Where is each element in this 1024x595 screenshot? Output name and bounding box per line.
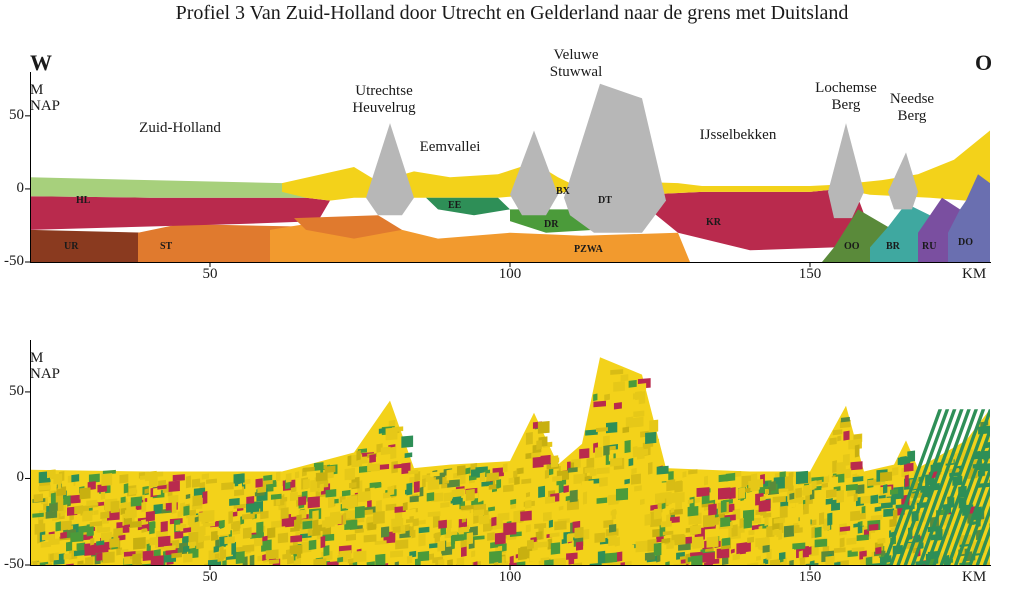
region-label: Eemvallei <box>390 139 510 156</box>
region-label: IJsselbekken <box>678 127 798 144</box>
region-label: Zuid-Holland <box>120 120 240 137</box>
ytick: 0 <box>17 469 25 486</box>
formation-code-label: BX <box>556 186 570 197</box>
region-label: Utrechtse Heuvelrug <box>324 83 444 117</box>
xaxis-unit-panel1: KM <box>962 266 986 283</box>
formation-code-label: BR <box>886 241 900 252</box>
xtick: 100 <box>495 569 525 586</box>
formation-code-label: ST <box>160 241 172 252</box>
ytick: -50 <box>4 556 24 573</box>
xtick: 150 <box>795 266 825 283</box>
xtick: 50 <box>195 266 225 283</box>
panel2-frame <box>30 340 991 566</box>
region-label: Veluwe Stuwwal <box>516 47 636 81</box>
formation-code-label: DT <box>598 195 612 206</box>
xtick: 150 <box>795 569 825 586</box>
formation-code-label: UR <box>64 241 78 252</box>
ytick: 50 <box>9 383 24 400</box>
ytick: -50 <box>4 253 24 270</box>
xtick: 100 <box>495 266 525 283</box>
ytick: 0 <box>17 180 25 197</box>
formation-code-label: OO <box>844 241 860 252</box>
xtick: 50 <box>195 569 225 586</box>
formation-code-label: EE <box>448 200 461 211</box>
formation-code-label: HL <box>76 195 90 206</box>
region-label: Needse Berg <box>852 91 972 125</box>
formation-code-label: RU <box>922 241 936 252</box>
formation-code-label: KR <box>706 217 721 228</box>
ytick: 50 <box>9 107 24 124</box>
formation-code-label: DR <box>544 219 558 230</box>
formation-code-label: PZWA <box>574 244 603 255</box>
xaxis-unit-panel2: KM <box>962 569 986 586</box>
formation-code-label: DO <box>958 237 973 248</box>
